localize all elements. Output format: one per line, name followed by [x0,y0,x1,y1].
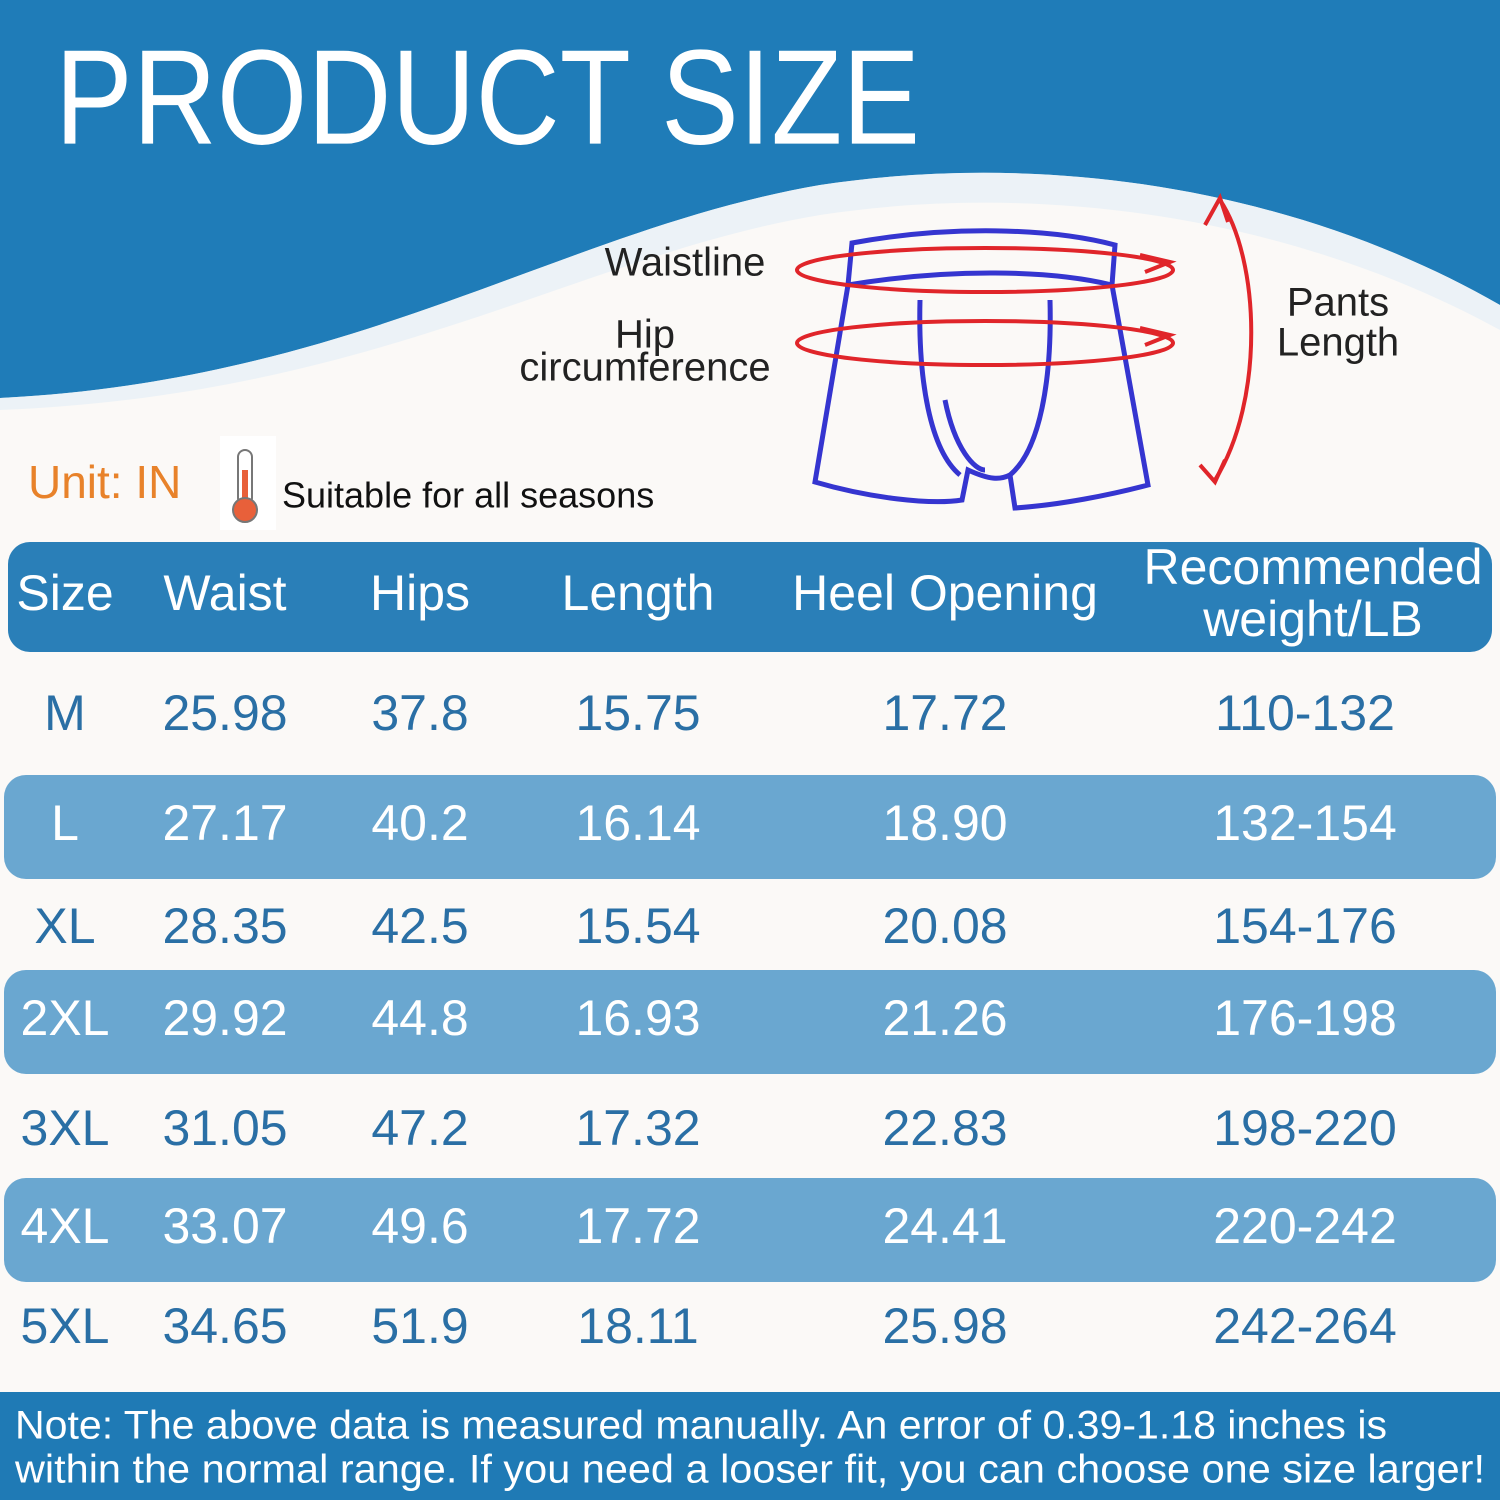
table-cell: 132-154 [1213,795,1397,851]
table-cell: 42.5 [371,898,468,954]
table-cell: 16.93 [575,990,700,1046]
table-cell: 22.83 [882,1100,1007,1156]
table-cell: 17.32 [575,1100,700,1156]
hip-label: Hip [615,313,675,357]
table-cell: 33.07 [162,1198,287,1254]
note-line: Note: The above data is measured manuall… [15,1404,1387,1448]
table-header-band [8,542,1492,652]
table-cell: 31.05 [162,1100,287,1156]
table-cell: 40.2 [371,795,468,851]
table-cell: 47.2 [371,1100,468,1156]
season-label: Suitable for all seasons [282,475,654,516]
column-header: Hips [370,565,470,621]
thermometer-icon [220,436,276,530]
row-band [4,775,1496,879]
table-cell: 25.98 [162,685,287,741]
column-header: Heel Opening [792,565,1098,621]
table-cell: 220-242 [1213,1198,1397,1254]
hip-label: circumference [519,346,770,390]
table-cell: 18.90 [882,795,1007,851]
waistline-label: Waistline [605,241,766,285]
table-cell: 28.35 [162,898,287,954]
table-cell: 18.11 [577,1298,698,1354]
table-cell: 176-198 [1213,990,1397,1046]
table-cell: 16.14 [575,795,700,851]
table-cell: 25.98 [882,1298,1007,1354]
table-cell: 5XL [21,1298,110,1354]
table-cell: 17.72 [575,1198,700,1254]
row-band [4,1178,1496,1282]
table-cell: 242-264 [1213,1298,1397,1354]
table-cell: 20.08 [882,898,1007,954]
table-cell: 37.8 [371,685,468,741]
header-band [0,0,1500,398]
column-header: Length [562,565,715,621]
table-cell: 49.6 [371,1198,468,1254]
table-cell: 21.26 [882,990,1007,1046]
table-cell: 3XL [21,1100,110,1156]
table-cell: 27.17 [162,795,287,851]
size-table: Size Waist Hips Length Heel Opening Recommend… [4,539,1496,1354]
table-cell: 4XL [21,1198,110,1254]
table-cell: XL [34,898,95,954]
measure-lines [795,193,1254,486]
table-cell: 15.75 [575,685,700,741]
table-cell: 17.72 [882,685,1007,741]
table-cell: 198-220 [1213,1100,1397,1156]
table-cell: 51.9 [371,1298,468,1354]
unit-label: Unit: IN [28,456,181,508]
note-line: within the normal range. If you need a l… [14,1448,1485,1492]
table-cell: 24.41 [882,1198,1007,1254]
table-cell: L [51,795,79,851]
table-cell: 34.65 [162,1298,287,1354]
pants-length-label: Length [1277,321,1399,365]
table-cell: M [44,685,86,741]
column-header: Waist [163,565,286,621]
table-cell: 44.8 [371,990,468,1046]
table-cell: 2XL [21,990,110,1046]
wave [0,172,1500,410]
column-header: Size [16,565,113,621]
column-header: Recommended [1143,539,1482,595]
table-cell: 29.92 [162,990,287,1046]
table-cell: 15.54 [575,898,700,954]
note-band [0,1392,1500,1500]
table-cell: 154-176 [1213,898,1397,954]
table-cell: 110-132 [1215,685,1395,741]
title: PRODUCT SIZE [55,22,920,173]
column-header: weight/LB [1202,591,1423,647]
pants-length-label: Pants [1287,281,1389,325]
row-band [4,970,1496,1074]
